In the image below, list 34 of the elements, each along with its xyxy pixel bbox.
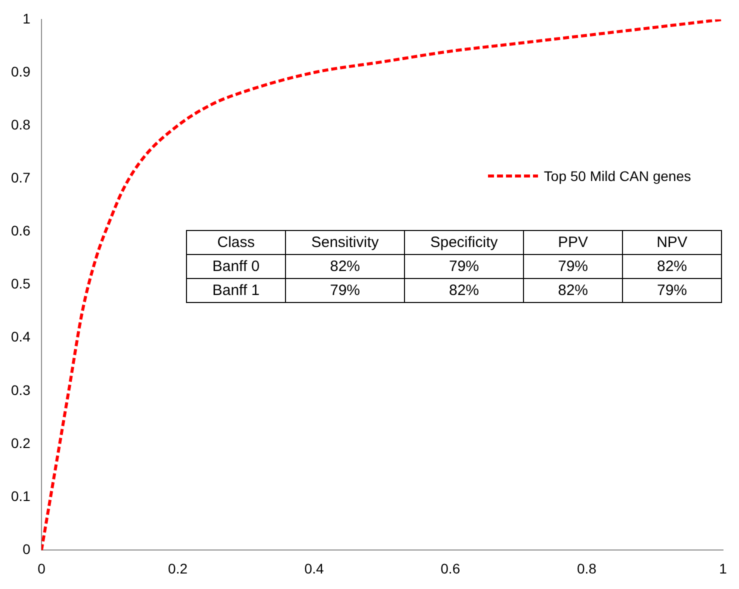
- y-tick-label: 0.7: [10, 170, 31, 186]
- annotation: PPV: [524, 230, 622, 254]
- annotation: 82%: [622, 254, 722, 278]
- y-tick-label: 0.2: [10, 434, 31, 451]
- annotation: Sensitivity: [286, 230, 404, 254]
- annotation: 79%: [622, 278, 722, 302]
- annotation: Specificity: [404, 230, 524, 254]
- x-tick-label: 0.2: [168, 560, 188, 576]
- x-tick-label: 1: [719, 560, 728, 576]
- annotation: Class: [186, 230, 286, 254]
- x-tick-label: 0.8: [576, 560, 597, 576]
- x-tick-label: 0: [38, 560, 46, 576]
- y-tick-label: 0.8: [10, 116, 31, 132]
- y-tick-label: 0.3: [10, 382, 31, 398]
- y-tick-label: 1: [22, 10, 31, 26]
- annotation: 79%: [524, 254, 622, 278]
- annotation: NPV: [622, 230, 722, 254]
- annotation: 79%: [404, 254, 524, 278]
- annotation: 82%: [286, 254, 404, 278]
- y-tick-label: 0.5: [10, 276, 31, 292]
- y-tick-label: 0.4: [10, 328, 31, 345]
- line-series: [41, 19, 723, 550]
- y-tick-label: 0.6: [10, 222, 31, 239]
- annotation: 82%: [404, 278, 524, 302]
- y-tick-label: 0: [22, 541, 31, 558]
- annotation: Banff 0: [186, 254, 286, 278]
- annotation: 82%: [524, 278, 622, 302]
- x-tick-label: 0.4: [304, 560, 324, 576]
- y-tick-label: 0.9: [10, 63, 31, 80]
- legend-label: Top 50 Mild CAN genes: [544, 168, 691, 184]
- annotation: 79%: [286, 278, 404, 302]
- annotation: Banff 1: [186, 278, 286, 302]
- y-tick-label: 0.1: [10, 488, 31, 504]
- x-tick-label: 0.6: [440, 560, 460, 576]
